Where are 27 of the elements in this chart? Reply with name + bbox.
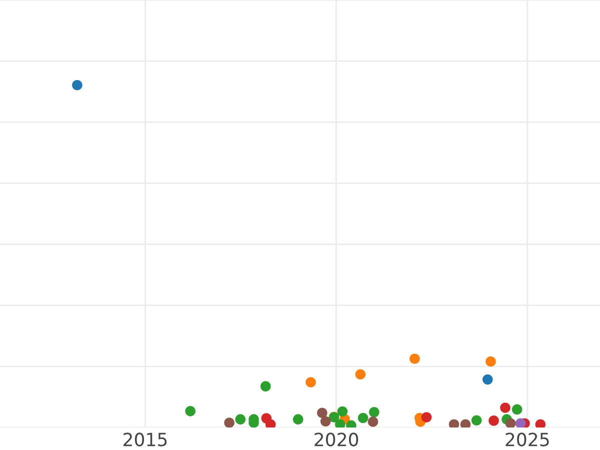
- point: [320, 416, 331, 427]
- point: [421, 412, 432, 422]
- point: [72, 80, 82, 90]
- point: [512, 404, 522, 415]
- point: [337, 406, 348, 417]
- point: [355, 369, 366, 380]
- x-tick-label: 2015: [124, 432, 167, 446]
- point: [317, 408, 328, 418]
- point: [500, 402, 510, 413]
- x-tick-label: 2020: [314, 432, 358, 446]
- point: [471, 415, 482, 426]
- point: [306, 377, 316, 388]
- point: [505, 418, 516, 428]
- point: [482, 374, 493, 385]
- point: [358, 412, 368, 424]
- point: [515, 418, 526, 428]
- point: [488, 416, 499, 426]
- x-tick-label: 2025: [506, 432, 549, 446]
- point: [368, 407, 380, 418]
- point: [185, 406, 196, 416]
- point: [260, 381, 271, 392]
- point: [292, 414, 304, 424]
- point: [410, 354, 420, 364]
- point: [224, 418, 234, 428]
- point: [235, 414, 246, 424]
- point: [368, 416, 378, 427]
- point: [486, 356, 496, 367]
